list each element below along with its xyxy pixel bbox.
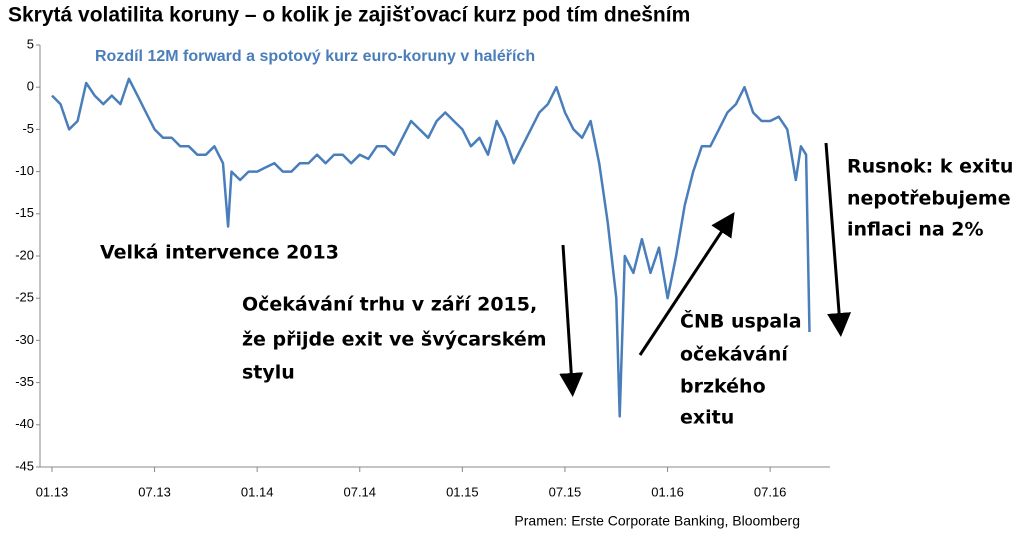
arrow bbox=[638, 211, 735, 356]
annotation: inflaci na 2% bbox=[847, 219, 984, 241]
y-tick-label: 0 bbox=[27, 79, 34, 94]
annotation: že přijde exit ve švýcarském bbox=[242, 329, 547, 351]
x-tick-label: 07.13 bbox=[138, 484, 171, 499]
annotation: Očekávání trhu v září 2015, bbox=[242, 294, 537, 316]
y-tick-label: -25 bbox=[15, 290, 34, 305]
x-tick-label: 07.14 bbox=[343, 484, 376, 499]
y-tick-label: -20 bbox=[15, 247, 34, 262]
source: Pramen: Erste Corporate Banking, Bloombe… bbox=[514, 513, 800, 529]
arrow bbox=[559, 244, 584, 397]
y-tick-label: -35 bbox=[15, 374, 34, 389]
annotation: Rusnok: k exitu bbox=[847, 156, 1013, 178]
annotation: ČNB uspala bbox=[680, 309, 802, 333]
annotation: očekávání bbox=[680, 344, 789, 366]
annotation: exitu bbox=[680, 407, 734, 429]
y-tick-label: -5 bbox=[22, 121, 34, 136]
subtitle: Rozdíl 12M forward a spotový kurz euro-k… bbox=[95, 48, 535, 65]
line bbox=[51, 77, 811, 418]
x-tick-label: 01.13 bbox=[36, 484, 69, 499]
chart-title: Skrytá volatilita koruny – o kolik je za… bbox=[8, 4, 690, 27]
annotation: brzkého bbox=[680, 376, 766, 398]
arrow bbox=[824, 142, 852, 337]
y-tick-label: -30 bbox=[15, 332, 34, 347]
x-tick-label: 01.15 bbox=[446, 484, 479, 499]
y-tick-label: -10 bbox=[15, 163, 34, 178]
x-tick-label: 01.14 bbox=[241, 484, 274, 499]
y-tick-label: -45 bbox=[15, 458, 34, 473]
annotation: nepotřebujeme bbox=[847, 188, 1011, 210]
y-tick-label: -15 bbox=[15, 205, 34, 220]
x-tick-label: 01.16 bbox=[651, 484, 684, 499]
y-tick-label: 5 bbox=[27, 36, 34, 51]
x-tick-label: 07.15 bbox=[549, 484, 582, 499]
x-tick-label: 07.16 bbox=[754, 484, 787, 499]
y-tick-label: -40 bbox=[15, 416, 34, 431]
annotation: stylu bbox=[242, 362, 295, 384]
annotation: Velká intervence 2013 bbox=[100, 242, 339, 264]
